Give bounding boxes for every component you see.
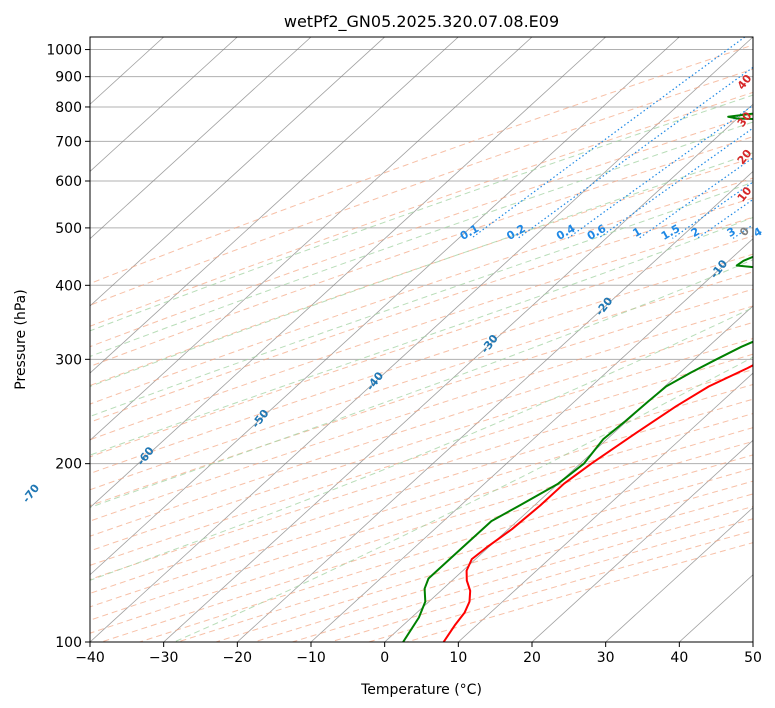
plot-frame [89, 36, 754, 643]
x-tick-label: −20 [223, 650, 253, 666]
isotherm-line [752, 641, 753, 642]
x-tick-label: 50 [744, 650, 762, 666]
temperature-profile-line [442, 364, 753, 642]
isotherm-line [90, 37, 238, 172]
isotherm-line [90, 37, 312, 240]
mixing-ratio-line [760, 37, 775, 238]
isotherm-label: -70 [20, 481, 43, 505]
dry-adiabat-line [90, 91, 753, 327]
dry-adiabat-line [90, 271, 753, 491]
chart-title: wetPf2_GN05.2025.320.07.08.E09 [284, 12, 559, 32]
mixing-ratio-line [597, 127, 753, 239]
plot-lines [90, 37, 775, 642]
x-tick-label: −30 [149, 650, 179, 666]
moist-adiabat-line [90, 94, 753, 332]
isotherm-line [90, 37, 606, 509]
dry-adiabat-line [90, 68, 753, 306]
x-tick-label: −10 [296, 650, 326, 666]
x-tick-label: 20 [523, 650, 541, 666]
isotherm-line [458, 372, 753, 642]
dry-adiabat-line [90, 321, 753, 537]
y-tick-label: 800 [55, 100, 82, 116]
isotherm-line [90, 37, 680, 576]
x-tick-label: −40 [75, 650, 105, 666]
dry-adiabat-line [90, 369, 753, 581]
y-axis-label: Pressure (hPa) [13, 289, 29, 389]
y-tick-label: 900 [55, 70, 82, 86]
moist-adiabat-line [90, 152, 753, 388]
dry-adiabat-line [90, 235, 753, 458]
isotherm-line [310, 238, 753, 642]
x-axis-label: Temperature (°C) [360, 682, 482, 698]
plot-axes: −40 −30 −20 −10 0 10 20 30 40 50 1000 900 800 700 600 5… [46, 36, 762, 666]
dry-adiabat-line [90, 216, 753, 441]
dry-adiabat-line [90, 353, 753, 566]
dry-adiabat-line [90, 177, 753, 405]
isotherm-line [237, 170, 753, 642]
mixing-ratio-line [672, 181, 753, 239]
x-tick-label: 10 [449, 650, 467, 666]
dry-adiabat-line [90, 305, 753, 522]
y-tick-label: 300 [55, 352, 82, 368]
isotherm-line [90, 37, 385, 307]
moist-adiabat-line [90, 121, 753, 357]
dry-adiabat-line [90, 44, 753, 285]
y-tick-label: 1000 [46, 43, 82, 59]
dry-adiabat-line [90, 114, 753, 348]
isotherm-line [90, 37, 459, 374]
dewpoint-profile-line [402, 112, 753, 642]
isotherm-line [531, 439, 753, 642]
y-tick-label: 200 [55, 457, 82, 473]
y-tick-label: 700 [55, 134, 82, 150]
isotherm-line [90, 37, 753, 642]
isotherm-line [90, 37, 533, 441]
x-tick-label: 0 [380, 650, 389, 666]
isotherm-line [163, 103, 753, 642]
x-tick-label: 30 [597, 650, 615, 666]
y-tick-label: 600 [55, 174, 82, 190]
x-tick-label: 40 [670, 650, 688, 666]
moist-adiabat-line [90, 216, 753, 456]
mixing-ratio-line [470, 37, 746, 239]
y-tick-label: 400 [55, 278, 82, 294]
moist-adiabat-line [90, 307, 753, 581]
y-tick-label: 100 [55, 635, 82, 651]
y-tick-label: 500 [55, 221, 82, 237]
